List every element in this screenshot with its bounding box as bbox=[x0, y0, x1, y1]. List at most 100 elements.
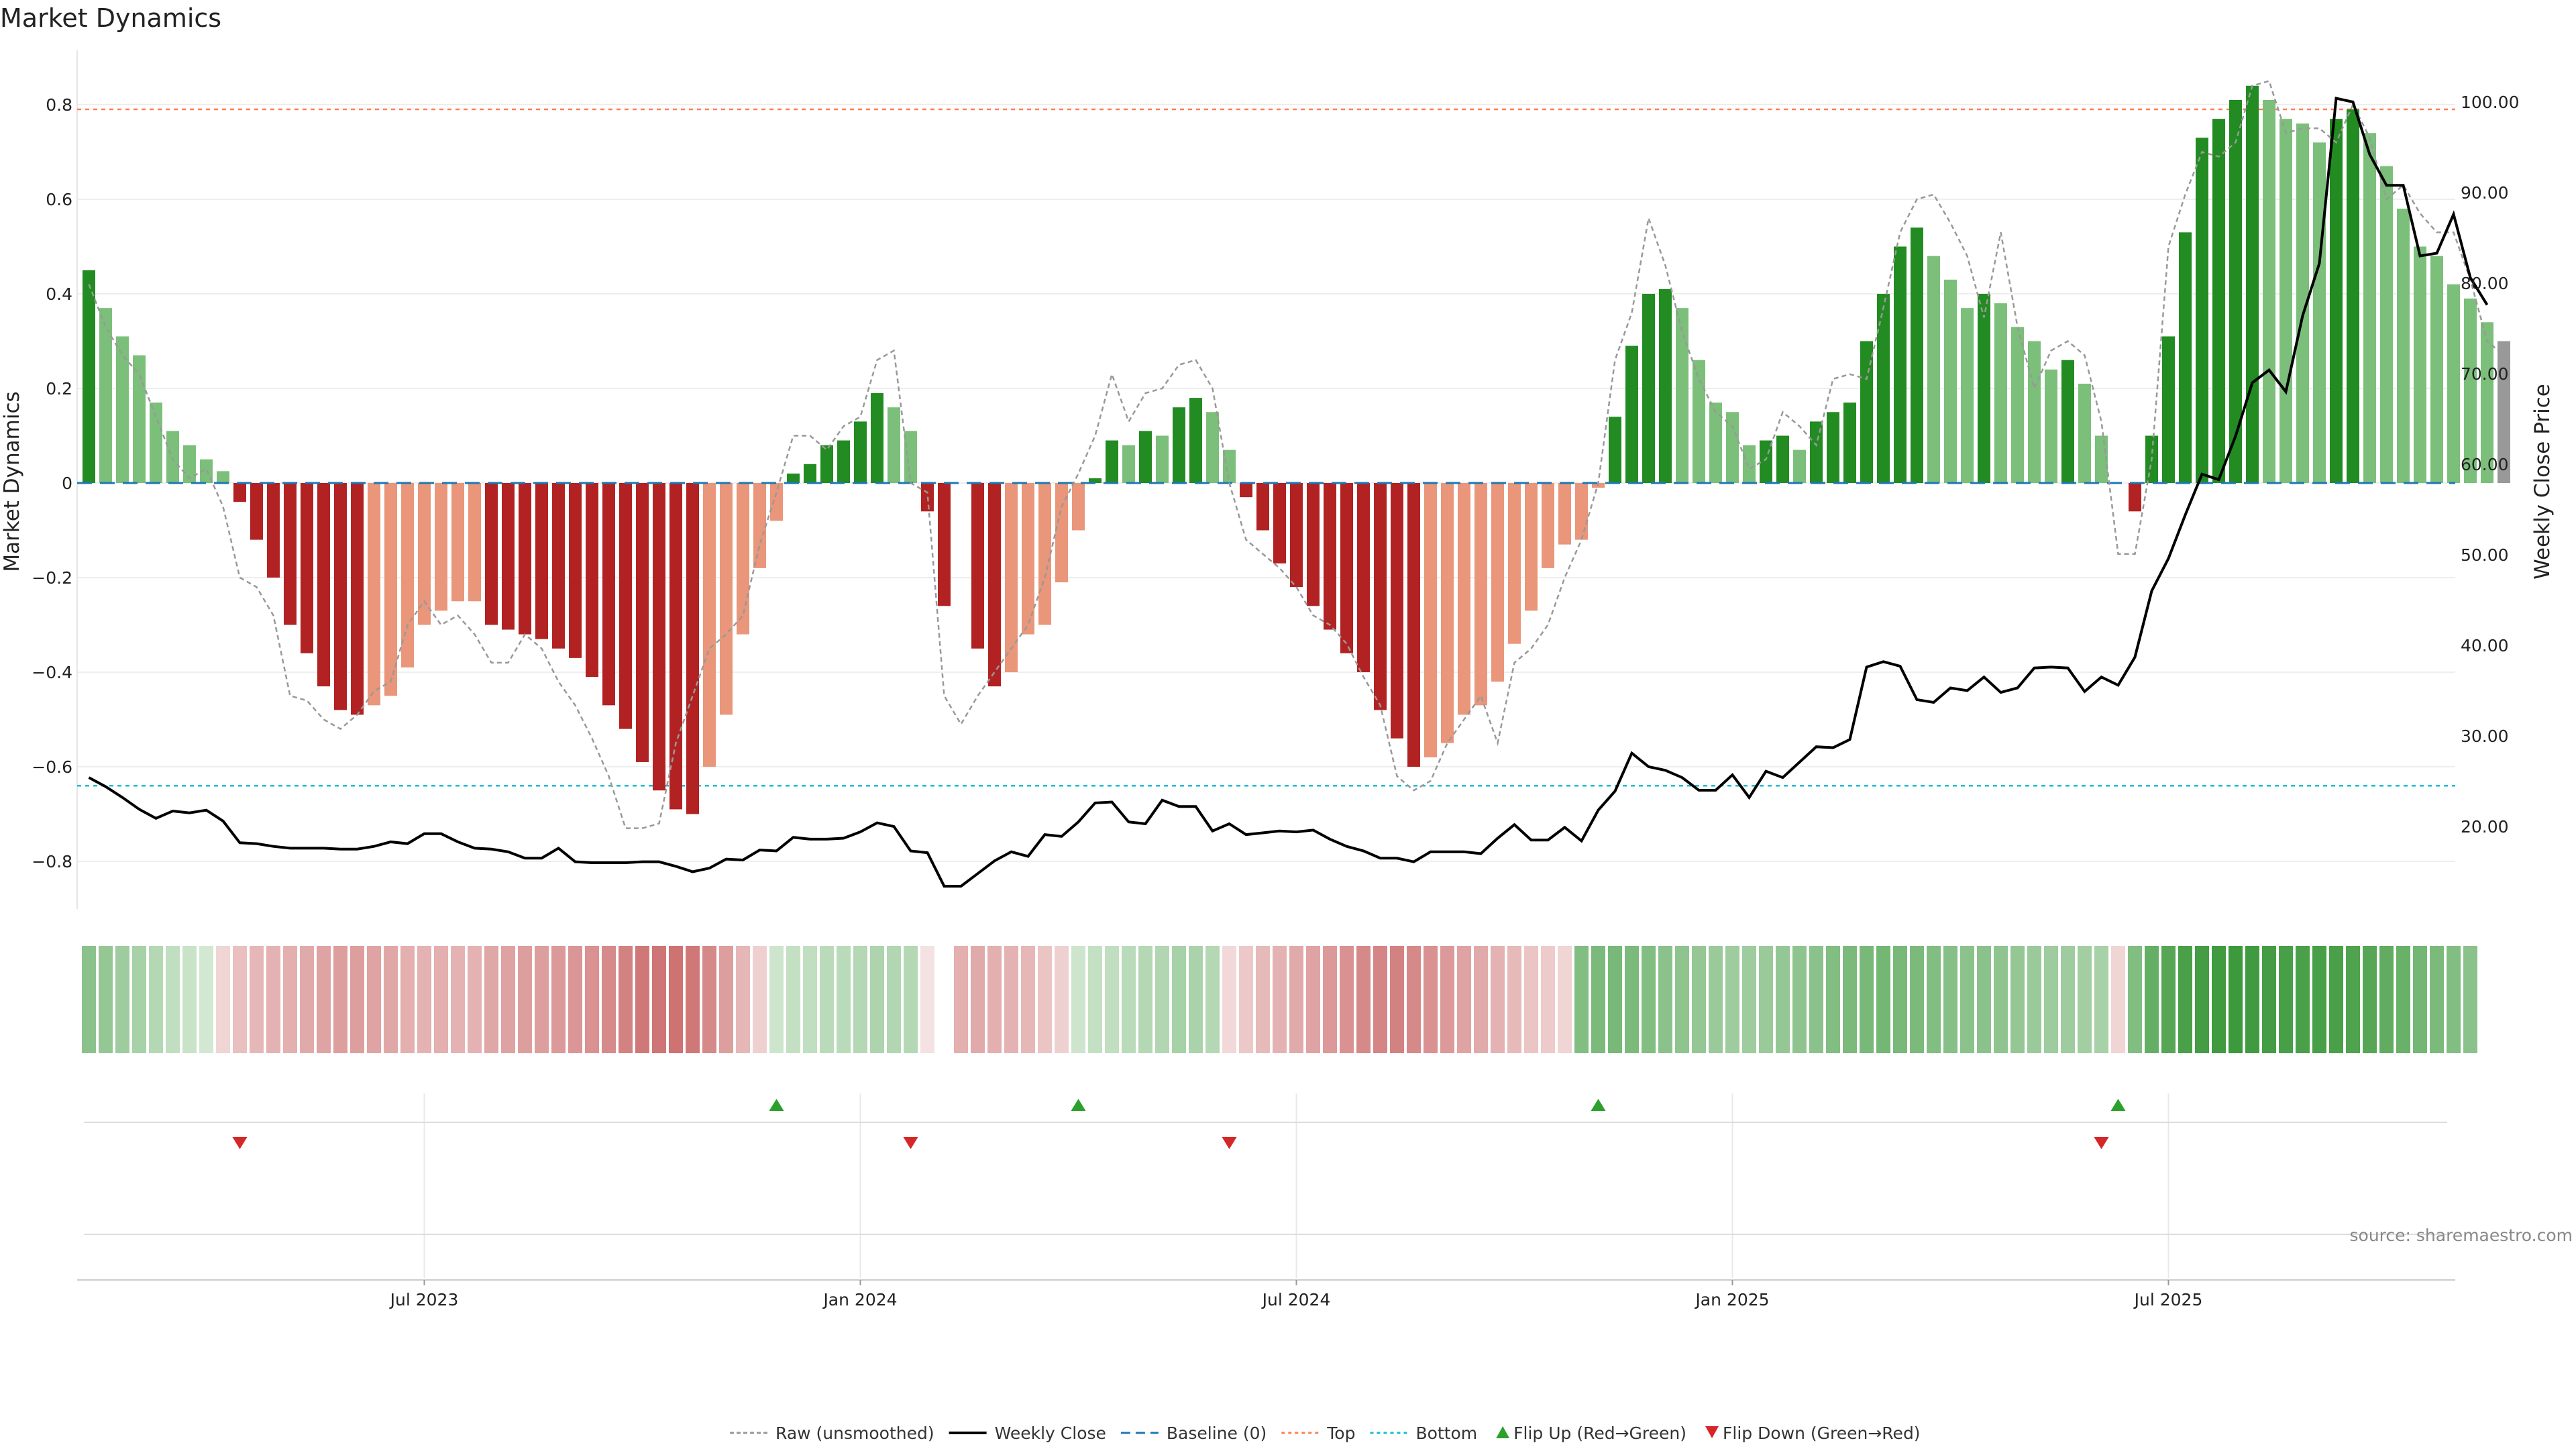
heat-cell bbox=[2463, 946, 2477, 1053]
heat-cell bbox=[82, 946, 96, 1053]
dynamics-bar bbox=[753, 483, 766, 568]
dynamics-bar bbox=[602, 483, 615, 706]
heat-cell bbox=[2229, 946, 2243, 1053]
heat-cell bbox=[1876, 946, 1890, 1053]
heat-cell bbox=[1977, 946, 1991, 1053]
heat-cell bbox=[1071, 946, 1085, 1053]
heat-cell bbox=[2044, 946, 2058, 1053]
heat-cell bbox=[2128, 946, 2142, 1053]
dynamics-bar bbox=[1324, 483, 1336, 630]
left-y-axis-ticks: 0.8 0.6 0.4 0.2 0 −0.2 −0.4 −0.6 −0.8 bbox=[32, 95, 72, 871]
dynamics-bar bbox=[1391, 483, 1403, 739]
dynamics-bar bbox=[871, 393, 883, 483]
dynamics-bar bbox=[804, 464, 816, 483]
heat-cell bbox=[669, 946, 683, 1053]
heat-strip bbox=[82, 946, 2477, 1053]
heat-cell bbox=[501, 946, 515, 1053]
heat-cell bbox=[1088, 946, 1102, 1053]
heat-cell bbox=[283, 946, 297, 1053]
heat-cell bbox=[2145, 946, 2159, 1053]
dynamics-bar bbox=[1022, 483, 1034, 635]
heat-cell bbox=[535, 946, 549, 1053]
dynamics-bar bbox=[1441, 483, 1454, 743]
heat-cell bbox=[2027, 946, 2041, 1053]
dynamics-bar bbox=[1374, 483, 1387, 710]
heat-cell bbox=[1725, 946, 1739, 1053]
dynamics-bar bbox=[1726, 412, 1739, 483]
dynamics-bar bbox=[586, 483, 598, 678]
dynamics-bar bbox=[267, 483, 280, 578]
heat-cell bbox=[1457, 946, 1471, 1053]
heat-cell bbox=[2312, 946, 2326, 1053]
chart-title: Market Dynamics bbox=[0, 3, 221, 33]
heat-cell bbox=[1239, 946, 1253, 1053]
heat-cell bbox=[1692, 946, 1706, 1053]
dynamics-bar bbox=[435, 483, 447, 611]
heat-cell bbox=[619, 946, 633, 1053]
heat-cell bbox=[1860, 946, 1874, 1053]
heat-cell bbox=[1289, 946, 1303, 1053]
x-tick-label: Jan 2025 bbox=[1694, 1290, 1769, 1309]
heat-cell bbox=[1524, 946, 1538, 1053]
dynamics-bar bbox=[1525, 483, 1538, 611]
dynamics-bar bbox=[1273, 483, 1286, 564]
right-tick-label: 40.00 bbox=[2461, 636, 2509, 655]
dynamics-bar bbox=[1827, 412, 1839, 483]
legend-item-baseline: Baseline (0) bbox=[1120, 1424, 1267, 1443]
heat-cell bbox=[1172, 946, 1186, 1053]
dynamics-bar bbox=[1776, 435, 1789, 483]
dynamics-bar bbox=[1793, 449, 1806, 483]
heat-cell bbox=[1893, 946, 1907, 1053]
heat-cell bbox=[2346, 946, 2360, 1053]
dynamics-bar bbox=[1206, 412, 1219, 483]
dynamics-bar bbox=[384, 483, 397, 696]
heat-cell bbox=[803, 946, 817, 1053]
dynamics-bar bbox=[2464, 299, 2477, 483]
dynamics-bar bbox=[2347, 109, 2359, 484]
dynamics-bar bbox=[1693, 360, 1705, 483]
heat-cell bbox=[1776, 946, 1790, 1053]
x-axis-ticks: Jul 2023 Jan 2024 Jul 2024 Jan 2025 Jul 2025 bbox=[389, 1280, 2202, 1309]
heat-cell bbox=[1155, 946, 1169, 1053]
heat-cell bbox=[2078, 946, 2092, 1053]
legend-item-close: Weekly Close bbox=[949, 1424, 1106, 1443]
right-y-axis-label: Weekly Close Price bbox=[2530, 384, 2555, 580]
legend-label: Top bbox=[1326, 1424, 1355, 1443]
dynamics-bar bbox=[787, 473, 800, 483]
dynamics-bar bbox=[2397, 209, 2410, 483]
dynamics-bar bbox=[1676, 308, 1688, 483]
heat-cell bbox=[149, 946, 163, 1053]
dynamics-bar bbox=[1357, 483, 1370, 672]
left-tick-label: 0.6 bbox=[46, 190, 72, 209]
heat-cell bbox=[1038, 946, 1052, 1053]
heat-cell bbox=[350, 946, 364, 1053]
heat-cell bbox=[2161, 946, 2176, 1053]
dynamics-bar bbox=[2011, 327, 2024, 483]
left-y-axis-label: Market Dynamics bbox=[0, 391, 24, 572]
heat-cell bbox=[1340, 946, 1354, 1053]
dynamics-bar bbox=[1642, 294, 1655, 483]
heat-cell bbox=[987, 946, 1002, 1053]
heat-cell bbox=[451, 946, 465, 1053]
dynamics-bar bbox=[1256, 483, 1269, 531]
dynamics-bar bbox=[2246, 85, 2259, 484]
dynamics-bar bbox=[1407, 483, 1420, 767]
dynamics-bar bbox=[1843, 402, 1856, 483]
heat-cell bbox=[551, 946, 566, 1053]
dynamics-bar bbox=[1927, 256, 1940, 483]
heat-cell bbox=[518, 946, 532, 1053]
dynamics-bar bbox=[820, 445, 833, 483]
heat-cell bbox=[1826, 946, 1840, 1053]
dynamics-bar bbox=[1340, 483, 1353, 653]
dynamics-bar bbox=[1173, 407, 1185, 483]
legend-item-flip_up: Flip Up (Red→Green) bbox=[1496, 1424, 1686, 1443]
legend-item-top: Top bbox=[1281, 1424, 1355, 1443]
heat-cell bbox=[333, 946, 347, 1053]
heat-cell bbox=[2279, 946, 2293, 1053]
dynamics-bar bbox=[2296, 123, 2309, 483]
heat-cell bbox=[1625, 946, 1639, 1053]
right-tick-label: 80.00 bbox=[2461, 274, 2509, 293]
heat-cell bbox=[1390, 946, 1404, 1053]
dynamics-bar bbox=[200, 459, 213, 483]
